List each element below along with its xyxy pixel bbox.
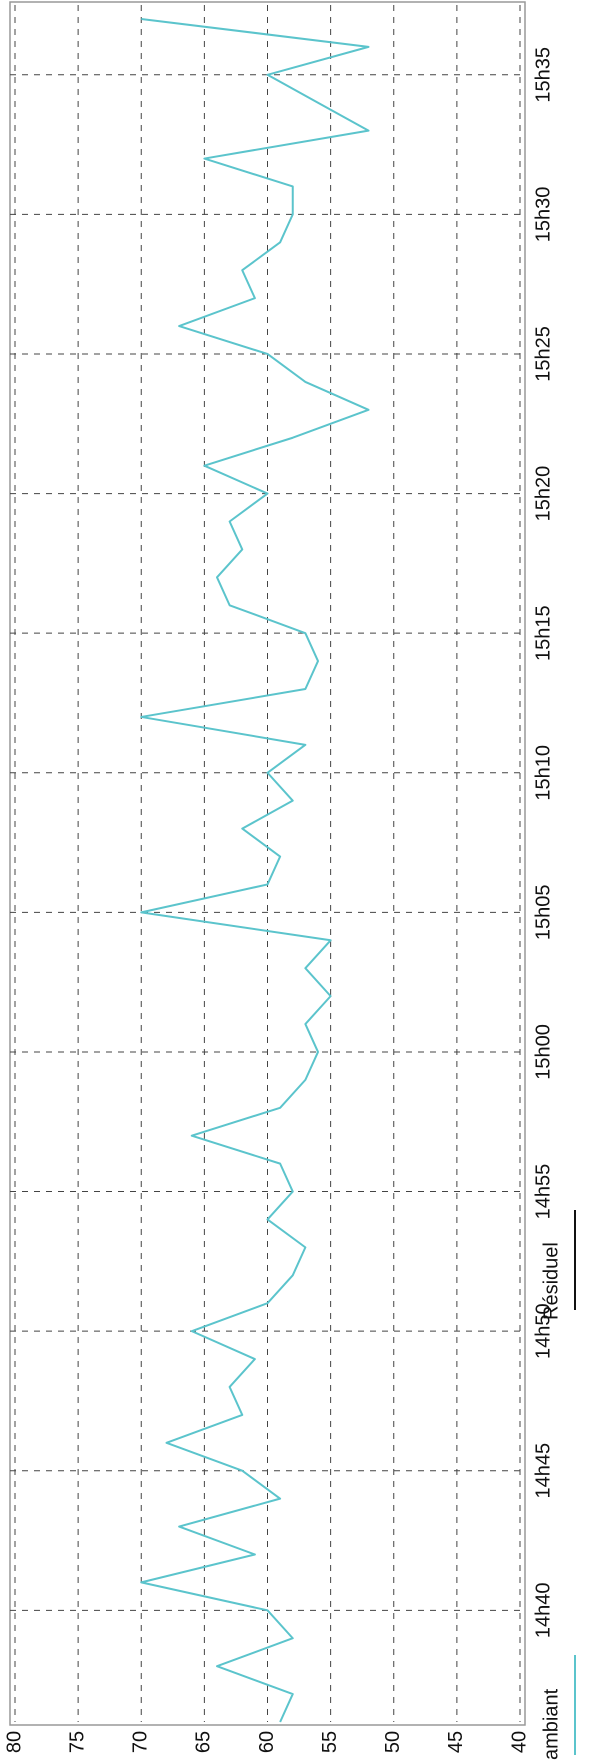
- y-tick-label: 80: [3, 1731, 25, 1753]
- legend-label: ambiant: [540, 1688, 562, 1760]
- legend-label: Résiduel: [540, 1242, 562, 1320]
- y-tick-label: 50: [382, 1731, 404, 1753]
- y-tick-label: 45: [445, 1731, 467, 1753]
- x-tick-label: 15h25: [532, 326, 554, 382]
- x-tick-label: 15h30: [532, 187, 554, 243]
- x-tick-label: 14h45: [532, 1443, 554, 1499]
- x-tick-label: 14h50: [532, 1303, 554, 1359]
- y-tick-label: 55: [319, 1731, 341, 1753]
- y-tick-label: 70: [130, 1731, 152, 1753]
- y-tick-label: 75: [66, 1731, 88, 1753]
- line-series: [140, 17, 370, 1723]
- y-tick-label: 40: [508, 1731, 530, 1753]
- x-tick-label: 15h35: [532, 47, 554, 103]
- x-tick-label: 15h05: [532, 885, 554, 941]
- x-tick-label: 15h15: [532, 605, 554, 661]
- x-tick-label: 15h10: [532, 745, 554, 801]
- y-tick-label: 65: [193, 1731, 215, 1753]
- plot-frame: [9, 1, 526, 1726]
- x-tick-label: 15h00: [532, 1024, 554, 1080]
- y-tick-label: 60: [256, 1731, 278, 1753]
- x-tick-label: 14h40: [532, 1583, 554, 1639]
- x-tick-label: 15h20: [532, 466, 554, 522]
- x-tick-label: 14h55: [532, 1164, 554, 1220]
